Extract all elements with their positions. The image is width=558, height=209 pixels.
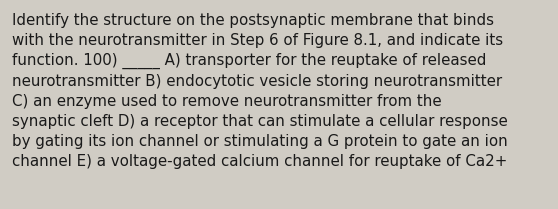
Text: Identify the structure on the postsynaptic membrane that binds
with the neurotra: Identify the structure on the postsynapt… bbox=[12, 13, 508, 169]
